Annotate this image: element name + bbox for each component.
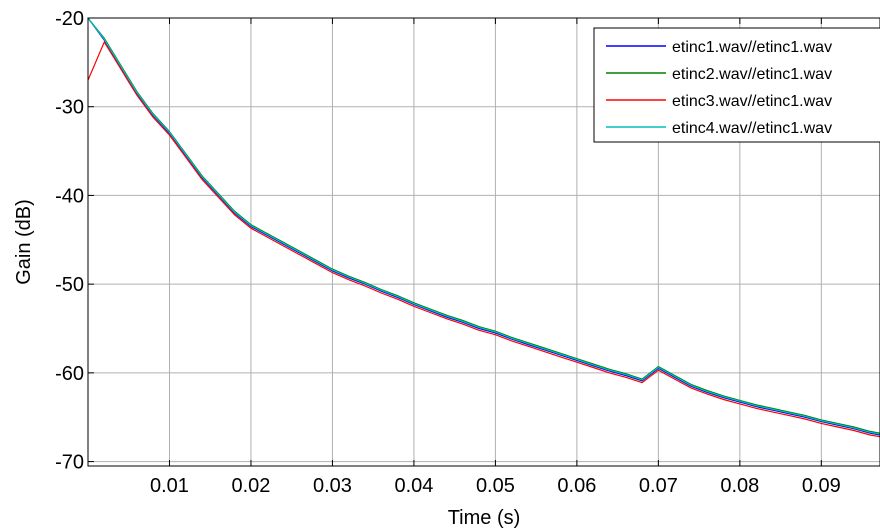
y-tick-label: -20 xyxy=(55,8,84,30)
y-ticks: -20 -30 -40 -50 -60 -70 xyxy=(55,8,94,474)
y-tick-label: -40 xyxy=(55,185,84,207)
series-lines xyxy=(87,17,880,438)
x-tick-label: 0.06 xyxy=(557,475,596,497)
x-tick-label: 0.04 xyxy=(394,475,433,497)
x-axis-label: Time (s) xyxy=(448,507,521,529)
y-tick-label: -60 xyxy=(55,363,84,385)
x-tick-label: 0.07 xyxy=(639,475,678,497)
plot-frame xyxy=(87,17,880,467)
x-tick-label: 0.05 xyxy=(476,475,515,497)
x-tick-label: 0.08 xyxy=(720,475,759,497)
legend-label-3: etinc3.wav//etinc1.wav xyxy=(672,93,832,110)
legend-box xyxy=(593,27,880,143)
y-axis-label: Gain (dB) xyxy=(13,199,35,285)
x-tick-label: 0.09 xyxy=(802,475,841,497)
y-tick-label: -70 xyxy=(55,452,84,474)
x-ticks: 0.01 0.02 0.03 0.04 0.05 0.06 0.07 0.08 0.09 xyxy=(150,18,841,497)
legend-label-1: etinc1.wav//etinc1.wav xyxy=(672,39,832,56)
y-tick-label: -50 xyxy=(55,274,84,296)
x-tick-label: 0.03 xyxy=(313,475,352,497)
series-line-3 xyxy=(87,40,880,438)
y-tick-label: -30 xyxy=(55,97,84,119)
series-line-4 xyxy=(87,17,880,435)
x-tick-label: 0.02 xyxy=(231,475,270,497)
series-line-1 xyxy=(87,17,880,436)
legend-label-2: etinc2.wav//etinc1.wav xyxy=(672,66,832,83)
legend-label-4: etinc4.wav//etinc1.wav xyxy=(672,120,832,137)
x-tick-label: 0.01 xyxy=(150,475,189,497)
legend: etinc1.wav//etinc1.wav etinc2.wav//etinc1… xyxy=(593,27,880,143)
